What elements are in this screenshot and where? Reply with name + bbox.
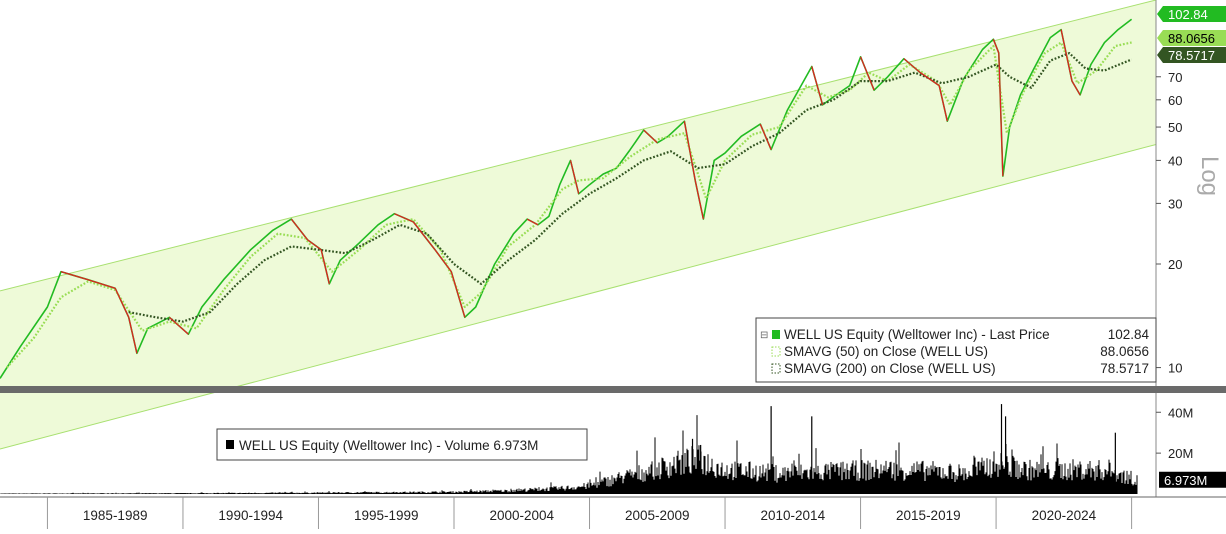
price-down-segment bbox=[1071, 80, 1081, 96]
price-down-segment bbox=[87, 279, 116, 289]
series-line-smavg50 bbox=[5, 41, 1132, 369]
price-down-segment bbox=[938, 85, 948, 122]
series-line-smavg200 bbox=[128, 52, 1133, 323]
volume-last-value-tag bbox=[1159, 471, 1226, 488]
y-tick-label: 10 bbox=[1168, 361, 1182, 376]
last-value-tag: 88.0656 bbox=[1157, 30, 1226, 46]
legend-swatch-smavg50 bbox=[771, 346, 781, 357]
price-down-segment bbox=[643, 129, 658, 144]
y-tick-label: 60 bbox=[1168, 93, 1182, 108]
last-value-tag-label: 88.0656 bbox=[1168, 31, 1215, 46]
price-down-segment bbox=[168, 316, 189, 335]
x-tick-label: 1990-1994 bbox=[218, 508, 283, 523]
volume-tick-label: 20M bbox=[1168, 446, 1193, 461]
y-tick-label: 70 bbox=[1168, 70, 1182, 85]
price-down-segment bbox=[919, 72, 940, 87]
legend-value-smavg50: 88.0656 bbox=[1100, 344, 1149, 359]
legend-label-smavg200: SMAVG (200) on Close (WELL US) bbox=[784, 361, 996, 376]
volume-tick-label: 40M bbox=[1168, 405, 1193, 420]
price-down-segment bbox=[998, 53, 1004, 177]
x-tick-label: 1995-1999 bbox=[354, 508, 419, 523]
legend-value-smavg200: 78.5717 bbox=[1100, 361, 1149, 376]
legend-label-last-price: WELL US Equity (Welltower Inc) - Last Pr… bbox=[784, 327, 1050, 342]
price-down-segment bbox=[60, 271, 89, 281]
regression-channel-band bbox=[0, 0, 1156, 449]
price-down-segment bbox=[683, 121, 696, 181]
x-tick-label: 2005-2009 bbox=[625, 508, 690, 523]
volume-legend-swatch bbox=[226, 440, 234, 449]
panel-divider bbox=[0, 386, 1226, 393]
x-tick-label: 2000-2004 bbox=[489, 508, 554, 523]
last-value-tag-bg bbox=[1157, 30, 1226, 46]
price-down-segment bbox=[859, 56, 875, 91]
legend-collapse-icon[interactable]: ⊟ bbox=[760, 330, 768, 341]
legend-value-last-price: 102.84 bbox=[1108, 327, 1150, 342]
volume-legend-label: WELL US Equity (Welltower Inc) - Volume … bbox=[239, 438, 538, 453]
last-value-tag-label: 102.84 bbox=[1168, 7, 1208, 22]
price-down-segment bbox=[320, 249, 330, 285]
legend-swatch-last-price bbox=[772, 330, 780, 339]
x-tick-label: 2020-2024 bbox=[1032, 508, 1097, 523]
last-value-tag-bg bbox=[1157, 6, 1226, 22]
legend-label-smavg50: SMAVG (50) on Close (WELL US) bbox=[784, 344, 988, 359]
channel-upper-line bbox=[0, 0, 1157, 292]
y-tick-label: 40 bbox=[1168, 153, 1182, 168]
volume-bars bbox=[0, 404, 1138, 494]
price-down-segment bbox=[128, 317, 138, 354]
x-tick-label: 1985-1989 bbox=[83, 508, 148, 523]
price-down-segment bbox=[394, 213, 414, 223]
y-tick-label: 20 bbox=[1168, 257, 1182, 272]
price-legend: ⊟ WELL US Equity (Welltower Inc) - Last … bbox=[755, 317, 1157, 383]
price-down-segment bbox=[811, 66, 824, 106]
volume-legend: WELL US Equity (Welltower Inc) - Volume … bbox=[216, 428, 588, 461]
price-down-segment bbox=[114, 288, 130, 318]
price-legend-frame bbox=[755, 317, 1157, 383]
x-tick-label: 2015-2019 bbox=[896, 508, 961, 523]
price-down-segment bbox=[1060, 29, 1073, 82]
price-down-segment bbox=[903, 58, 921, 74]
series-line-last-price bbox=[0, 18, 1133, 379]
x-tick-label: 2010-2014 bbox=[761, 508, 826, 523]
last-value-tag-bg bbox=[1157, 47, 1226, 63]
price-down-segment bbox=[759, 123, 772, 150]
price-down-segment bbox=[526, 218, 539, 226]
channel-lower-line bbox=[0, 143, 1157, 450]
last-value-tag: 78.5717 bbox=[1157, 47, 1226, 63]
y-tick-label: 50 bbox=[1168, 120, 1182, 135]
price-down-segment bbox=[307, 239, 322, 251]
log-scale-label: Log bbox=[1196, 156, 1223, 196]
last-value-tag-label: 78.5717 bbox=[1168, 48, 1215, 63]
price-down-segment bbox=[290, 218, 309, 241]
y-tick-label: 30 bbox=[1168, 196, 1182, 211]
price-down-segment bbox=[450, 271, 466, 318]
price-down-segment bbox=[412, 221, 436, 251]
last-value-tag: 102.84 bbox=[1157, 6, 1226, 22]
price-down-segment bbox=[434, 249, 452, 273]
legend-swatch-smavg200 bbox=[771, 363, 781, 374]
price-down-segment bbox=[694, 180, 704, 220]
price-down-segment bbox=[992, 38, 1000, 54]
price-down-segment bbox=[569, 160, 580, 194]
volume-legend-frame bbox=[216, 428, 588, 461]
volume-last-value-label: 6.973M bbox=[1164, 473, 1207, 488]
